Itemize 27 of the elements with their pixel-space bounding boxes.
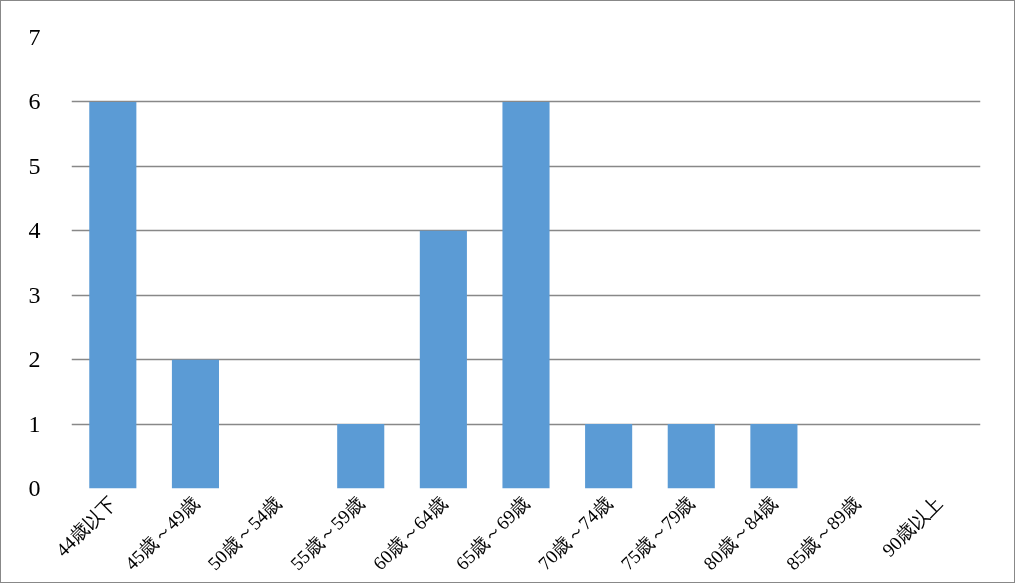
y-tick-label: 7 (28, 24, 41, 50)
bar (585, 424, 633, 489)
x-tick-label: 65歳～69歳 (451, 492, 534, 575)
x-tick-label: 55歳～59歳 (286, 492, 369, 575)
y-tick-label: 2 (28, 346, 41, 373)
x-tick-label: 85歳～89歳 (781, 492, 864, 575)
x-tick-label: 90歳以上 (878, 492, 947, 561)
y-tick-label: 4 (28, 217, 41, 244)
bar (667, 424, 715, 489)
bar (750, 424, 798, 489)
y-tick-label: 0 (28, 475, 41, 501)
x-tick-label: 75歳～79歳 (616, 492, 699, 575)
y-tick-label: 3 (28, 281, 41, 308)
bar (419, 230, 467, 489)
y-tick-label: 5 (28, 152, 41, 179)
x-tick-label: 60歳～64歳 (368, 492, 451, 575)
x-tick-label: 44歳以下 (51, 492, 121, 561)
x-tick-label: 80歳～84歳 (699, 492, 782, 575)
bar (171, 359, 220, 489)
x-tick-label: 50歳～54歳 (203, 492, 286, 575)
y-tick-label: 1 (28, 410, 41, 437)
bar (337, 424, 385, 489)
x-tick-label: 45歳～49歳 (120, 492, 203, 575)
bar (502, 101, 550, 489)
y-tick-label: 6 (28, 88, 41, 115)
bar (89, 101, 137, 489)
x-tick-label: 70歳～74歳 (534, 492, 617, 575)
